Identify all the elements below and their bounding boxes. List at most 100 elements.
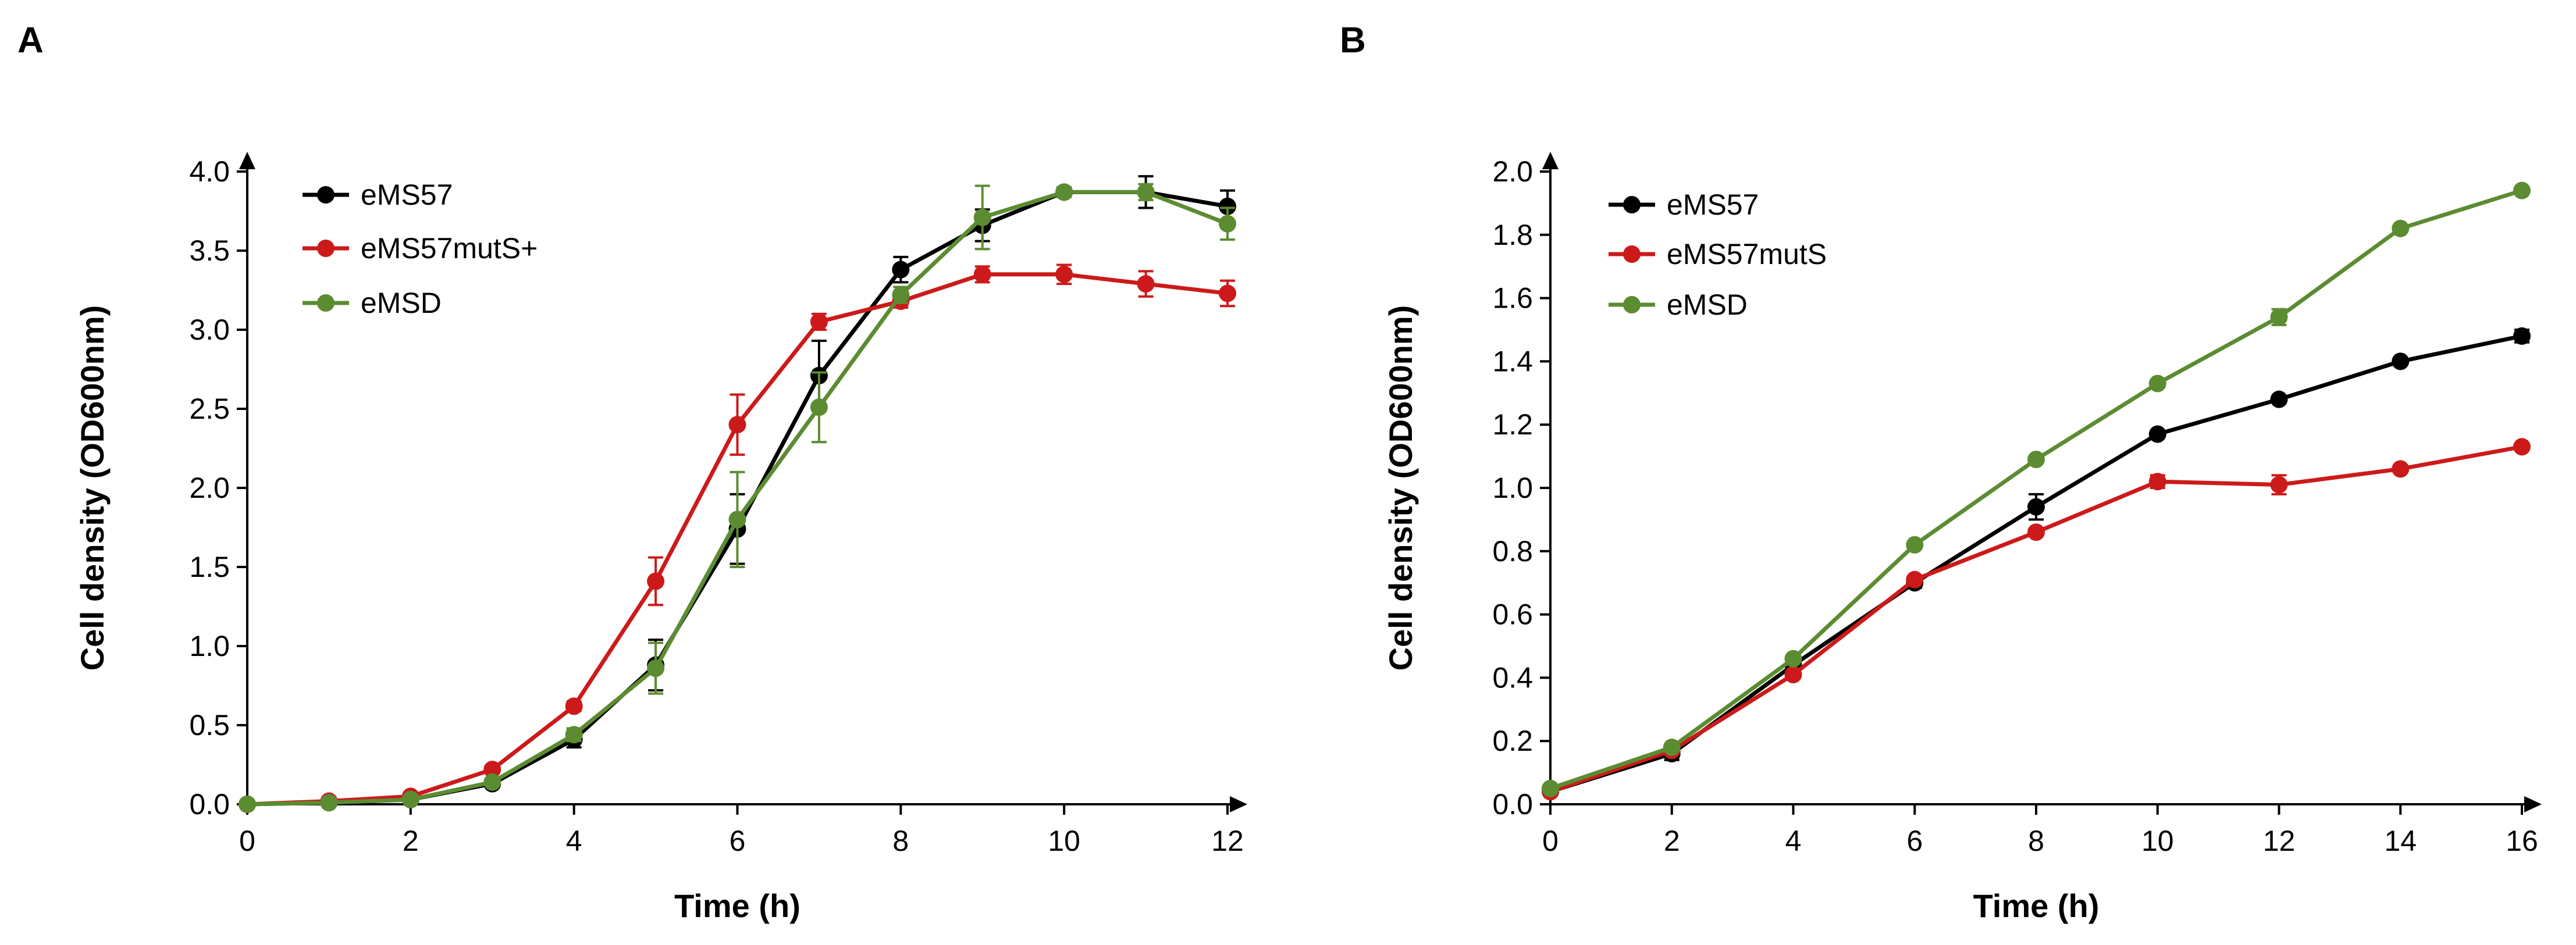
data-point bbox=[320, 794, 338, 812]
data-point bbox=[1219, 215, 1236, 233]
data-point bbox=[2270, 308, 2288, 326]
data-point bbox=[2392, 460, 2410, 478]
data-point bbox=[2148, 375, 2166, 393]
legend-marker bbox=[1623, 245, 1641, 263]
panel-a: A 0.0 0.5 1.0 1.5 2.0 2.5 3.0 3.5 4.0 0 2 4 6 8 10 12 Ti… bbox=[17, 20, 1247, 924]
data-point bbox=[647, 659, 665, 677]
y-axis-arrow bbox=[1542, 152, 1559, 169]
x-tick-label: 12 bbox=[2263, 825, 2296, 857]
x-axis-label: Time (h) bbox=[674, 887, 800, 924]
y-tick-label: 0.4 bbox=[1492, 661, 1533, 694]
x-tick-label: 2 bbox=[1664, 825, 1680, 857]
data-point bbox=[1784, 650, 1802, 668]
legend-marker bbox=[1623, 296, 1641, 313]
legend-label: eMS57mutS+ bbox=[361, 232, 538, 265]
y-tick-label: 0.0 bbox=[189, 788, 230, 821]
data-point bbox=[2148, 473, 2166, 491]
data-point bbox=[2270, 390, 2288, 408]
y-tick-label: 2.0 bbox=[189, 472, 230, 504]
panel-a-letter: A bbox=[17, 20, 44, 60]
y-tick-label: 1.8 bbox=[1492, 219, 1533, 251]
y-tick-label: 1.2 bbox=[1492, 408, 1533, 441]
x-tick-label: 8 bbox=[2028, 825, 2044, 857]
y-tick-label: 1.0 bbox=[189, 630, 230, 662]
y-tick-label: 3.0 bbox=[189, 313, 230, 346]
data-point bbox=[2392, 219, 2410, 237]
data-point bbox=[1137, 275, 1155, 293]
data-point bbox=[2148, 425, 2166, 443]
data-point bbox=[1137, 183, 1155, 201]
series-eMSD bbox=[239, 183, 1236, 813]
data-point bbox=[1219, 284, 1236, 302]
x-axis-label: Time (h) bbox=[1973, 887, 2100, 924]
y-tick-label: 2.5 bbox=[189, 393, 230, 425]
panel-b-letter: B bbox=[1340, 20, 1366, 60]
x-tick-label: 10 bbox=[2141, 825, 2174, 857]
data-point bbox=[647, 572, 665, 590]
data-point bbox=[810, 398, 828, 416]
y-tick-label: 3.5 bbox=[189, 234, 230, 267]
data-point bbox=[565, 697, 583, 715]
data-point bbox=[973, 208, 991, 226]
x-axis-arrow bbox=[2524, 796, 2542, 812]
x-tick-label: 0 bbox=[239, 825, 255, 857]
series-eMS57 bbox=[1542, 327, 2531, 801]
x-tick-label: 6 bbox=[730, 825, 746, 857]
y-axis-arrow bbox=[239, 152, 255, 169]
data-point bbox=[483, 773, 501, 791]
series-eMSD bbox=[1542, 181, 2531, 797]
data-point bbox=[2513, 438, 2531, 456]
y-tick-label: 0.5 bbox=[189, 709, 230, 741]
y-tick-label: 0.6 bbox=[1492, 598, 1533, 631]
data-point bbox=[483, 761, 501, 779]
data-point bbox=[1542, 779, 1559, 797]
legend-marker bbox=[1623, 196, 1641, 213]
y-tick-label: 1.5 bbox=[189, 551, 230, 583]
series-line bbox=[1549, 334, 2522, 794]
x-tick-label: 8 bbox=[892, 825, 909, 857]
y-tick-label: 0.0 bbox=[1492, 788, 1533, 821]
legend-label: eMSD bbox=[361, 287, 442, 319]
data-point bbox=[1784, 665, 1802, 683]
data-point bbox=[892, 261, 910, 279]
x-tick-label: 12 bbox=[1211, 825, 1244, 857]
y-tick-label: 4.0 bbox=[189, 155, 230, 188]
y-tick-label: 1.0 bbox=[1492, 472, 1533, 504]
y-axis-label: Cell density (OD600nm) bbox=[1382, 305, 1419, 671]
legend-label: eMSD bbox=[1667, 288, 1748, 321]
x-tick-label: 10 bbox=[1048, 825, 1080, 857]
data-point bbox=[1055, 265, 1073, 283]
x-tick-label: 14 bbox=[2384, 825, 2417, 857]
y-tick-label: 2.0 bbox=[1492, 155, 1533, 188]
legend-marker bbox=[317, 240, 335, 257]
x-axis-arrow bbox=[1230, 796, 1247, 812]
data-point bbox=[1906, 536, 1924, 554]
data-point bbox=[2513, 327, 2531, 345]
x-tick-label: 16 bbox=[2506, 825, 2538, 857]
series-line bbox=[1549, 188, 2523, 791]
data-point bbox=[1055, 183, 1073, 201]
legend-label: eMS57 bbox=[361, 179, 453, 211]
y-tick-label: 0.8 bbox=[1492, 535, 1533, 568]
x-tick-label: 4 bbox=[566, 825, 582, 857]
legend-label: eMS57 bbox=[1667, 188, 1759, 221]
series-eMS57mutS bbox=[1542, 438, 2531, 801]
data-point bbox=[728, 511, 746, 529]
data-point bbox=[565, 726, 583, 744]
legend-label: eMS57mutS bbox=[1667, 238, 1827, 270]
data-point bbox=[2027, 451, 2045, 469]
data-point bbox=[239, 796, 256, 813]
y-tick-label: 0.2 bbox=[1492, 725, 1533, 757]
y-tick-label: 1.6 bbox=[1492, 282, 1533, 315]
legend-marker bbox=[317, 186, 335, 204]
x-tick-label: 4 bbox=[1785, 825, 1802, 857]
data-point bbox=[1663, 739, 1681, 757]
data-point bbox=[1219, 197, 1236, 215]
data-point bbox=[2270, 476, 2288, 494]
data-point bbox=[2392, 352, 2410, 370]
legend-marker bbox=[317, 294, 335, 312]
data-point bbox=[810, 313, 828, 331]
data-point bbox=[2027, 498, 2045, 516]
x-tick-label: 6 bbox=[1906, 825, 1923, 857]
